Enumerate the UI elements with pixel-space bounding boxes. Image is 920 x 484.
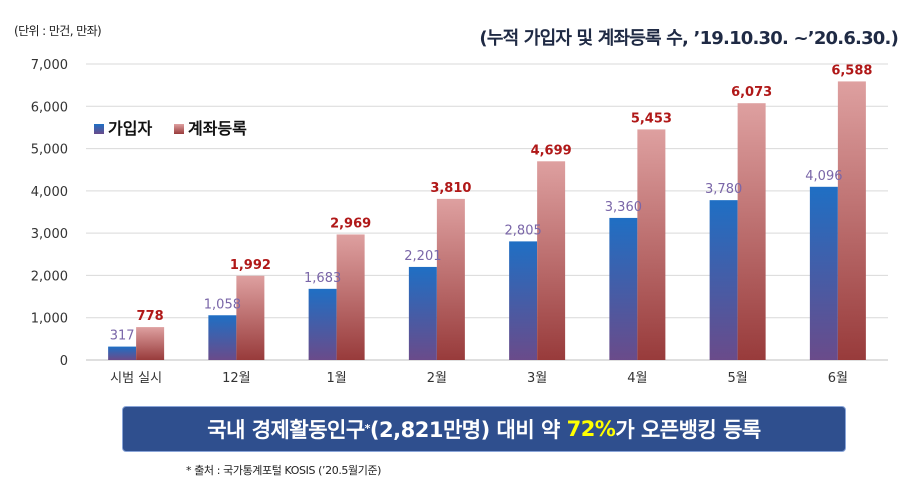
unit-label: (단위 : 만건, 만좌): [14, 24, 102, 38]
y-tick-label: 4,000: [31, 185, 68, 200]
y-tick-label: 1,000: [31, 312, 68, 327]
data-label-accounts: 3,810: [430, 181, 471, 196]
bar-subscribers: [208, 315, 237, 360]
data-label-accounts: 6,588: [831, 63, 872, 78]
y-tick-label: 3,000: [31, 227, 68, 242]
bar-accounts: [837, 81, 866, 360]
data-label-accounts: 4,699: [531, 143, 572, 158]
x-tick-label: 5월: [728, 371, 748, 386]
chart-title: (누적 가입자 및 계좌등록 수, ’19.10.30. ~’20.6.30.): [479, 28, 898, 49]
bar-subscribers: [308, 288, 337, 360]
bar-accounts: [737, 103, 766, 361]
bar-subscribers: [509, 241, 538, 360]
x-tick-label: 6월: [828, 371, 848, 386]
bar-accounts: [336, 234, 365, 360]
bar-accounts: [136, 327, 165, 360]
bar-subscribers: [809, 186, 838, 360]
legend-label-subscribers: 가입자: [108, 119, 152, 138]
bar-accounts: [236, 275, 265, 360]
data-label-accounts: 5,453: [631, 111, 672, 126]
data-label-subscribers: 3,360: [605, 200, 642, 215]
banner-text-part2: (2,821만명) 대비 약: [369, 418, 567, 442]
bar-subscribers: [108, 346, 137, 360]
banner-highlight-percent: 72%: [566, 417, 616, 441]
banner-text-part1: 국내 경제활동인구: [207, 418, 365, 442]
data-label-subscribers: 1,058: [204, 297, 241, 312]
x-axis-ticks: 시범 실시 12월 1월 2월 3월 4월 5월 6월: [110, 371, 848, 386]
bar-accounts: [637, 129, 666, 360]
bar-subscribers: [709, 200, 738, 360]
banner-text-part3: 가 오픈뱅킹 등록: [615, 418, 761, 442]
bar-accounts: [537, 161, 566, 360]
y-axis-ticks: 0 1,000 2,000 3,000 4,000 5,000 6,000 7,000: [31, 58, 68, 369]
bars: [108, 81, 866, 361]
y-tick-label: 2,000: [31, 269, 68, 284]
x-tick-label: 시범 실시: [110, 371, 162, 386]
legend-swatch-subscribers: [94, 124, 104, 134]
bar-subscribers: [609, 217, 638, 360]
gridlines: [86, 63, 888, 361]
y-tick-label: 0: [60, 354, 68, 369]
data-label-accounts: 6,073: [731, 85, 772, 100]
data-label-subscribers: 2,201: [404, 249, 441, 264]
bar-accounts: [436, 198, 465, 360]
y-tick-label: 6,000: [31, 100, 68, 115]
bar-chart: 0 1,000 2,000 3,000 4,000 5,000 6,000 7,000 317…: [31, 58, 888, 386]
data-label-accounts: 2,969: [330, 216, 371, 231]
data-label-subscribers: 2,805: [505, 223, 542, 238]
legend-swatch-accounts: [174, 124, 184, 134]
data-label-accounts: 1,992: [230, 258, 271, 273]
y-tick-label: 7,000: [31, 58, 68, 73]
x-tick-label: 12월: [222, 371, 251, 386]
x-tick-label: 4월: [627, 371, 647, 386]
source-note: * 출처 : 국가통계포털 KOSIS (’20.5월기준): [186, 464, 382, 477]
x-tick-label: 2월: [427, 371, 447, 386]
data-label-subscribers: 4,096: [805, 169, 842, 184]
legend: 가입자 계좌등록: [94, 119, 247, 138]
bar-subscribers: [408, 266, 437, 360]
data-label-accounts: 778: [137, 309, 164, 324]
data-label-subscribers: 3,780: [705, 182, 742, 197]
data-label-subscribers: 317: [110, 329, 135, 344]
x-tick-label: 3월: [527, 371, 547, 386]
x-tick-label: 1월: [327, 371, 347, 386]
data-label-subscribers: 1,683: [304, 271, 341, 286]
summary-banner: 국내 경제활동인구 * (2,821만명) 대비 약 72% 가 오픈뱅킹 등록: [122, 406, 846, 452]
legend-label-accounts: 계좌등록: [188, 119, 247, 138]
y-tick-label: 5,000: [31, 143, 68, 158]
